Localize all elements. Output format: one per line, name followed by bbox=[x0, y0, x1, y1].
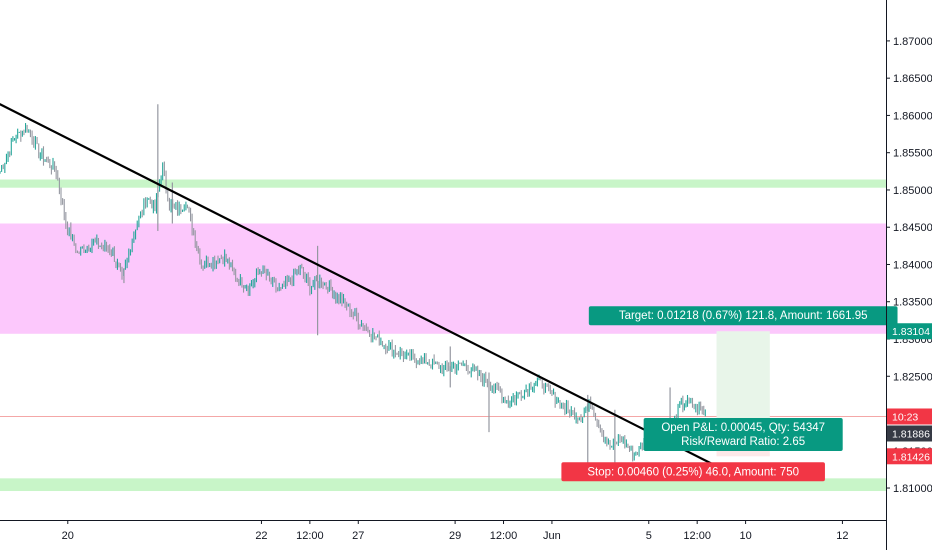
y-tick-label: 1.84500 bbox=[893, 222, 932, 234]
y-tick-label: 1.82500 bbox=[893, 371, 932, 383]
target-label: Target: 0.01218 (0.67%) 121.8, Amount: 1… bbox=[588, 306, 898, 326]
price-label: 1.83104 bbox=[887, 323, 932, 340]
price-label-text: 10:23 bbox=[892, 411, 918, 423]
y-tick-label: 1.85000 bbox=[893, 185, 932, 197]
zone-support-upper bbox=[0, 179, 886, 188]
x-tick-label: Jun bbox=[543, 530, 561, 542]
open-pnl-label-text: Open P&L: 0.00045, Qty: 54347 bbox=[661, 422, 825, 434]
x-tick-label: 10 bbox=[739, 530, 751, 542]
price-label-box bbox=[887, 448, 932, 465]
stop-label-box bbox=[561, 462, 825, 482]
open-pnl-label: Open P&L: 0.00045, Qty: 54347 Risk/Reward… bbox=[643, 418, 843, 452]
trendline-layer[interactable] bbox=[0, 103, 742, 480]
y-tick-label: 1.83500 bbox=[893, 297, 932, 309]
zone-support-lower bbox=[0, 478, 886, 492]
trendline[interactable] bbox=[0, 103, 742, 480]
x-tick-label: 12:00 bbox=[683, 530, 711, 542]
y-tick-label: 1.81000 bbox=[893, 483, 932, 495]
x-tick-label: 5 bbox=[646, 530, 652, 542]
x-tick-label: 12:00 bbox=[296, 530, 324, 542]
y-tick-label: 1.86500 bbox=[893, 73, 932, 85]
price-label-text: 1.81426 bbox=[892, 451, 930, 463]
x-tick-label: 29 bbox=[449, 530, 461, 542]
price-label-box bbox=[887, 323, 932, 340]
y-tick-label: 1.84000 bbox=[893, 259, 932, 271]
annotation-labels: Target: 0.01218 (0.67%) 121.8, Amount: 1… bbox=[561, 306, 898, 482]
stop-label: Stop: 0.00460 (0.25%) 46.0, Amount: 750 bbox=[561, 462, 825, 482]
target-label-box bbox=[588, 306, 898, 326]
y-tick-label: 1.85500 bbox=[893, 148, 932, 160]
price-label-box bbox=[887, 425, 932, 442]
price-label: 1.81886 bbox=[887, 425, 932, 442]
price-label-text: 1.83104 bbox=[892, 326, 930, 338]
x-tick-label: 12 bbox=[836, 530, 848, 542]
price-label-box bbox=[887, 408, 932, 425]
x-tick-label: 20 bbox=[62, 530, 74, 542]
price-label: 1.81426 bbox=[887, 448, 932, 465]
price-label: 10:23 bbox=[887, 408, 932, 425]
x-tick-label: 27 bbox=[352, 530, 364, 542]
y-tick-label: 1.87000 bbox=[893, 36, 932, 48]
open-pnl-label-text: Risk/Reward Ratio: 2.65 bbox=[681, 436, 805, 448]
stop-label-text: Stop: 0.00460 (0.25%) 46.0, Amount: 750 bbox=[587, 466, 799, 478]
target-label-text: Target: 0.01218 (0.67%) 121.8, Amount: 1… bbox=[619, 310, 868, 322]
y-tick-label: 1.86000 bbox=[893, 110, 932, 122]
price-label-text: 1.81886 bbox=[892, 428, 930, 440]
x-tick-label: 12:00 bbox=[490, 530, 518, 542]
open-pnl-label-box bbox=[643, 418, 843, 452]
position-profit-zone[interactable] bbox=[716, 331, 770, 423]
x-tick-label: 22 bbox=[255, 530, 267, 542]
